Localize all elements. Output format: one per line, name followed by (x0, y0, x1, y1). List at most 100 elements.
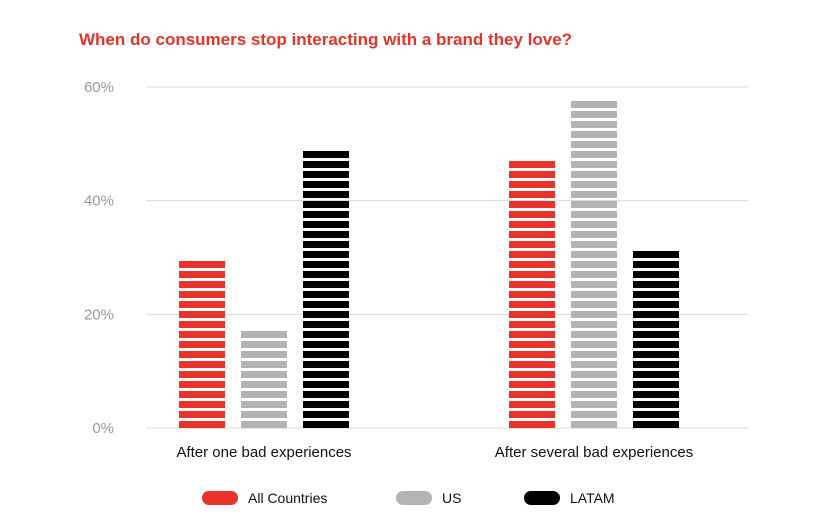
x-category-label: After one bad experiences (176, 444, 351, 461)
bar-stripe (241, 341, 287, 348)
bar-stripe (241, 361, 287, 368)
bar-stripe (571, 361, 617, 368)
bar-stripe (571, 241, 617, 248)
bar-stripe (303, 421, 349, 428)
bar-stripe (509, 331, 555, 338)
bar-stripe (571, 301, 617, 308)
bar-stripe (179, 271, 225, 278)
bar-stripe (571, 271, 617, 278)
bar-stripe (303, 271, 349, 278)
bar-stripe (571, 381, 617, 388)
bar-stripe (303, 151, 349, 158)
bar-stripe (571, 161, 617, 168)
bar-stripe (509, 401, 555, 408)
bar-stripe (303, 291, 349, 298)
bar-stripe (179, 381, 225, 388)
bar-stripe (509, 191, 555, 198)
bar-stripe (303, 411, 349, 418)
bar-stripe (303, 161, 349, 168)
bar-stripe (303, 211, 349, 218)
x-category-label: After several bad experiences (495, 444, 693, 461)
bar-stripe (571, 391, 617, 398)
y-tick-label: 40% (84, 193, 114, 210)
bar-stripe (633, 301, 679, 308)
bar-stripe (571, 181, 617, 188)
bar-stripe (179, 261, 225, 268)
bar-stripe (571, 321, 617, 328)
bar-stripe (303, 311, 349, 318)
bar-stripe (633, 421, 679, 428)
bar-stripe (509, 361, 555, 368)
legend-label: All Countries (248, 490, 327, 506)
bar-stripe (633, 261, 679, 268)
bar-stripe (509, 291, 555, 298)
bar-us (241, 331, 287, 428)
bar-stripe (303, 301, 349, 308)
y-tick-label: 0% (92, 420, 114, 437)
bar-stripe (303, 361, 349, 368)
bar-stripe (509, 381, 555, 388)
bar-stripe (509, 421, 555, 428)
bar-stripe (571, 311, 617, 318)
bar-stripe (633, 311, 679, 318)
bar-stripe (509, 211, 555, 218)
bar-stripe (509, 271, 555, 278)
bar-stripe (509, 161, 555, 168)
bar-stripe (241, 351, 287, 358)
bar-stripe (633, 321, 679, 328)
bar-stripe (571, 291, 617, 298)
bar-stripe (303, 261, 349, 268)
bar-stripe (303, 171, 349, 178)
bar-stripe (179, 331, 225, 338)
bar-stripe (509, 231, 555, 238)
bar-stripe (509, 321, 555, 328)
bar-stripe (303, 391, 349, 398)
bar-stripe (571, 171, 617, 178)
bar-stripe (241, 381, 287, 388)
bar-stripe (303, 351, 349, 358)
bar-stripe (509, 391, 555, 398)
bar-stripe (509, 301, 555, 308)
bar-stripe (241, 331, 287, 338)
bar-stripe (303, 401, 349, 408)
y-tick-label: 60% (84, 79, 114, 96)
bar-stripe (633, 251, 679, 258)
legend-swatch (396, 491, 432, 505)
bar-stripe (179, 361, 225, 368)
bar-stripe (509, 201, 555, 208)
legend-label: LATAM (570, 490, 615, 506)
bar-stripe (571, 191, 617, 198)
bar-stripe (571, 281, 617, 288)
bar-stripe (179, 351, 225, 358)
bar-stripe (179, 291, 225, 298)
bar-stripe (303, 371, 349, 378)
bar-stripe (633, 281, 679, 288)
legend-label: US (442, 490, 461, 506)
bar-stripe (571, 401, 617, 408)
bar-stripe (179, 321, 225, 328)
bar-stripe (179, 281, 225, 288)
bar-stripe (571, 141, 617, 148)
bar-stripe (241, 401, 287, 408)
bar-stripe (303, 241, 349, 248)
bar-stripe (571, 351, 617, 358)
bar-stripe (571, 201, 617, 208)
bar-stripe (303, 331, 349, 338)
bar-stripe (179, 301, 225, 308)
bar-latam (303, 151, 349, 428)
bar-stripe (303, 181, 349, 188)
bar-stripe (509, 281, 555, 288)
bar-stripe (633, 271, 679, 278)
bar-stripe (179, 401, 225, 408)
bar-stripe (303, 381, 349, 388)
bar-stripe (571, 261, 617, 268)
bar-stripe (633, 391, 679, 398)
bar-stripe (633, 411, 679, 418)
bar-stripe (633, 381, 679, 388)
bar-stripe (241, 411, 287, 418)
bar-stripe (303, 201, 349, 208)
bar-stripe (571, 371, 617, 378)
legend-swatch (524, 491, 560, 505)
bar-stripe (179, 391, 225, 398)
